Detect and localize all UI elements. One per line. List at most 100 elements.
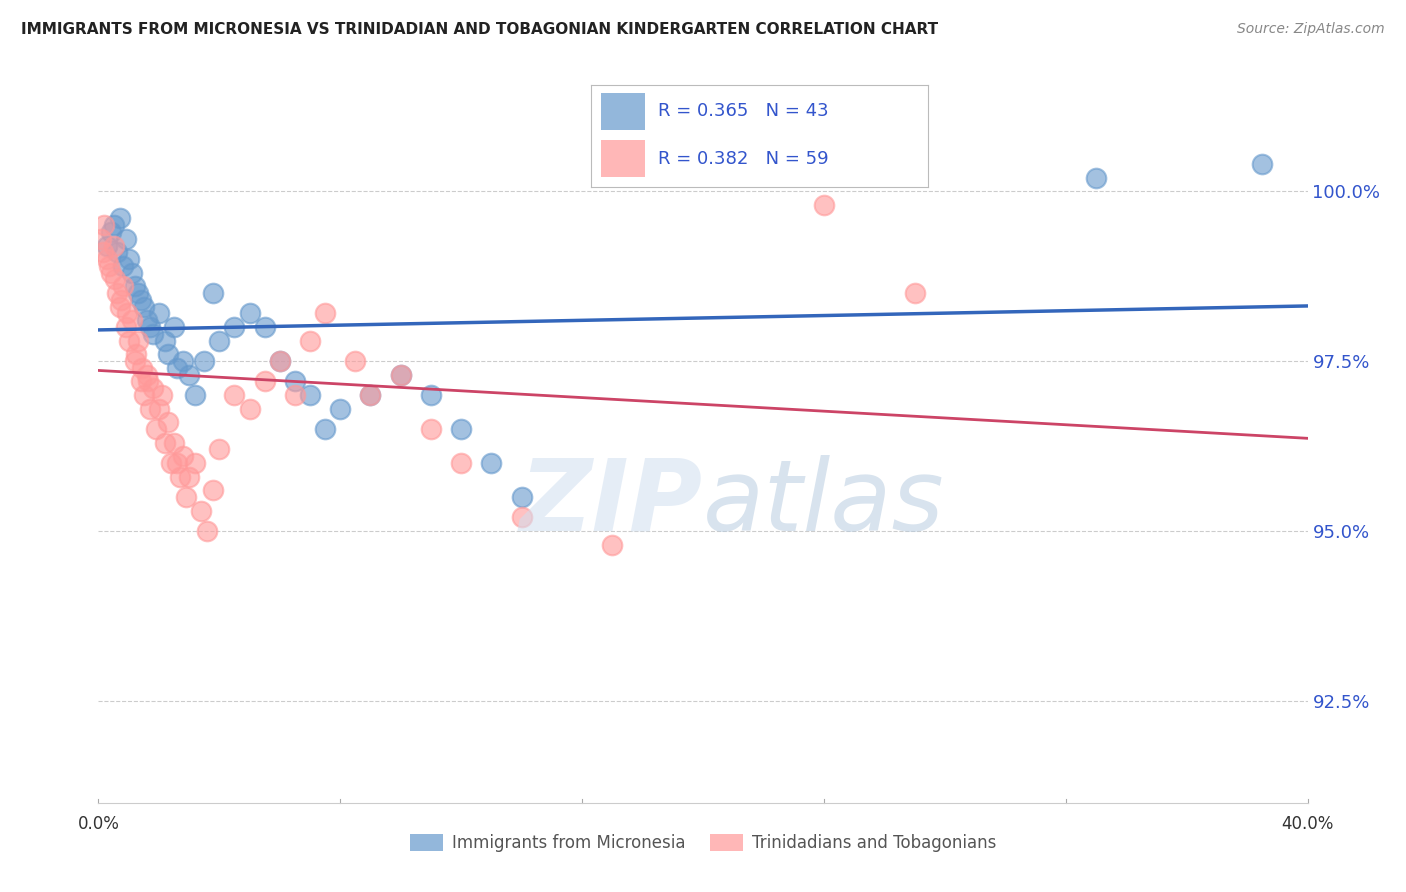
Point bbox=[389, 368, 412, 382]
Point bbox=[142, 381, 165, 395]
Point bbox=[103, 218, 125, 232]
Point bbox=[131, 360, 153, 375]
Point bbox=[98, 259, 121, 273]
Point bbox=[103, 238, 125, 252]
Legend: Immigrants from Micronesia, Trinidadians and Tobagonians: Immigrants from Micronesia, Trinidadians… bbox=[404, 827, 1002, 859]
Point bbox=[195, 524, 218, 538]
Point bbox=[202, 483, 225, 498]
Text: R = 0.365   N = 43: R = 0.365 N = 43 bbox=[658, 103, 828, 120]
Point bbox=[160, 456, 183, 470]
Point bbox=[253, 375, 276, 389]
Point bbox=[104, 272, 127, 286]
Point bbox=[100, 266, 122, 280]
Point bbox=[329, 401, 352, 416]
Point bbox=[239, 306, 262, 320]
Point bbox=[184, 388, 207, 402]
Point bbox=[450, 456, 472, 470]
Point bbox=[91, 245, 114, 260]
Point bbox=[125, 347, 148, 361]
Text: Source: ZipAtlas.com: Source: ZipAtlas.com bbox=[1237, 22, 1385, 37]
Point bbox=[121, 266, 143, 280]
Point bbox=[169, 469, 191, 483]
Point bbox=[190, 503, 212, 517]
FancyBboxPatch shape bbox=[600, 93, 644, 130]
Point bbox=[129, 375, 152, 389]
Text: 40.0%: 40.0% bbox=[1281, 815, 1334, 833]
Point bbox=[110, 293, 132, 307]
Point bbox=[124, 354, 146, 368]
Point bbox=[100, 225, 122, 239]
Point bbox=[156, 347, 179, 361]
Point bbox=[96, 238, 118, 252]
Point bbox=[114, 232, 136, 246]
Point bbox=[142, 326, 165, 341]
Point bbox=[1085, 170, 1108, 185]
Point bbox=[299, 334, 322, 348]
Point bbox=[132, 300, 155, 314]
Point bbox=[202, 286, 225, 301]
Text: atlas: atlas bbox=[703, 455, 945, 551]
Text: R = 0.382   N = 59: R = 0.382 N = 59 bbox=[658, 150, 828, 168]
Point bbox=[172, 354, 194, 368]
Point bbox=[284, 375, 307, 389]
Point bbox=[172, 449, 194, 463]
Point bbox=[174, 490, 197, 504]
Point bbox=[90, 232, 112, 246]
Point bbox=[115, 306, 138, 320]
Point bbox=[253, 320, 276, 334]
Point bbox=[139, 320, 162, 334]
Point bbox=[121, 313, 143, 327]
Point bbox=[136, 375, 159, 389]
Point bbox=[145, 422, 167, 436]
Point bbox=[602, 537, 624, 551]
Point bbox=[166, 456, 188, 470]
Point bbox=[224, 388, 246, 402]
Point bbox=[269, 354, 291, 368]
Point bbox=[208, 334, 231, 348]
Point bbox=[127, 334, 149, 348]
Point bbox=[148, 306, 170, 320]
Point bbox=[139, 401, 162, 416]
Point bbox=[510, 510, 533, 524]
Point bbox=[314, 422, 336, 436]
Point bbox=[108, 211, 131, 226]
Point bbox=[118, 334, 141, 348]
Text: 0.0%: 0.0% bbox=[77, 815, 120, 833]
Point bbox=[93, 218, 115, 232]
Point bbox=[129, 293, 152, 307]
Point bbox=[118, 252, 141, 266]
Point bbox=[179, 469, 201, 483]
Point bbox=[127, 286, 149, 301]
Point bbox=[135, 313, 157, 327]
Point bbox=[450, 422, 472, 436]
Point bbox=[156, 415, 179, 429]
Point bbox=[108, 300, 131, 314]
Point bbox=[344, 354, 367, 368]
Point bbox=[510, 490, 533, 504]
Point bbox=[1251, 157, 1274, 171]
Point bbox=[114, 320, 136, 334]
Point bbox=[153, 435, 176, 450]
Point bbox=[813, 198, 835, 212]
Point bbox=[420, 388, 443, 402]
Point bbox=[163, 435, 186, 450]
Point bbox=[269, 354, 291, 368]
Point bbox=[166, 360, 188, 375]
Point bbox=[153, 334, 176, 348]
Point bbox=[148, 401, 170, 416]
Point bbox=[299, 388, 322, 402]
Point bbox=[208, 442, 231, 457]
Point bbox=[179, 368, 201, 382]
FancyBboxPatch shape bbox=[600, 140, 644, 177]
Point bbox=[135, 368, 157, 382]
Point bbox=[111, 259, 134, 273]
Text: ZIP: ZIP bbox=[520, 455, 703, 551]
Point bbox=[360, 388, 382, 402]
Point bbox=[420, 422, 443, 436]
Point bbox=[132, 388, 155, 402]
Point bbox=[163, 320, 186, 334]
Text: IMMIGRANTS FROM MICRONESIA VS TRINIDADIAN AND TOBAGONIAN KINDERGARTEN CORRELATIO: IMMIGRANTS FROM MICRONESIA VS TRINIDADIA… bbox=[21, 22, 938, 37]
Point bbox=[111, 279, 134, 293]
Point bbox=[150, 388, 173, 402]
Point bbox=[193, 354, 215, 368]
